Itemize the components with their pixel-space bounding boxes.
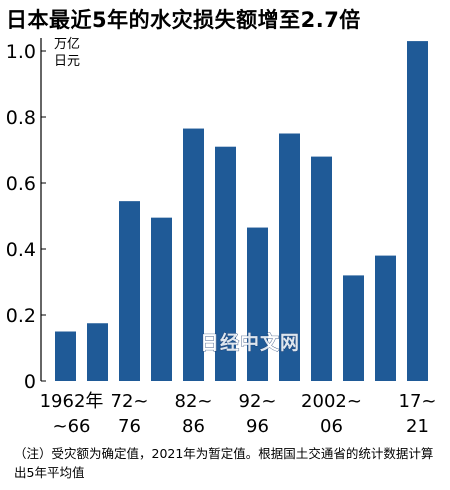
y-tick-label: 0.4 — [6, 239, 36, 261]
y-tick-label: 0.6 — [6, 173, 36, 195]
footnote: （注）受灾额为确定值，2021年为暂定值。根据国土交通省的统计数据计算出5年平均… — [14, 446, 434, 480]
y-tick-label: 0.2 — [6, 305, 36, 327]
x-tick-label: 76 — [118, 416, 141, 437]
bar — [311, 156, 332, 381]
bar — [87, 323, 108, 381]
y-tick-label: 0 — [24, 371, 36, 393]
bar — [183, 128, 204, 381]
x-tick-label: 06 — [320, 416, 343, 437]
bar — [343, 275, 364, 381]
x-tick-label: 96 — [246, 416, 269, 437]
x-tick-label: ~66 — [53, 416, 91, 437]
bar — [375, 255, 396, 381]
bar — [279, 133, 300, 381]
x-tick-label: 17~ — [399, 391, 437, 412]
unit-label: 万亿 — [54, 37, 80, 52]
bar — [119, 201, 140, 381]
bar — [407, 41, 428, 381]
y-tick-label: 0.8 — [6, 107, 36, 129]
bar — [247, 227, 268, 381]
x-tick-label: 1962年 — [40, 391, 104, 412]
chart-title: 日本最近5年的水灾损失额增至2.7倍 — [6, 8, 361, 32]
x-tick-label: 92~ — [239, 391, 277, 412]
x-tick-label: 21 — [406, 416, 429, 437]
x-tick-label: 82~ — [175, 391, 213, 412]
watermark: 日经中文网 — [200, 331, 300, 354]
y-tick-label: 1.0 — [6, 41, 36, 63]
x-tick-label: 2002~ — [301, 391, 362, 412]
bar — [55, 331, 76, 381]
bar — [151, 217, 172, 381]
bar — [215, 146, 236, 381]
unit-label: 日元 — [54, 54, 80, 69]
x-tick-label: 72~ — [111, 391, 149, 412]
x-tick-label: 86 — [182, 416, 205, 437]
